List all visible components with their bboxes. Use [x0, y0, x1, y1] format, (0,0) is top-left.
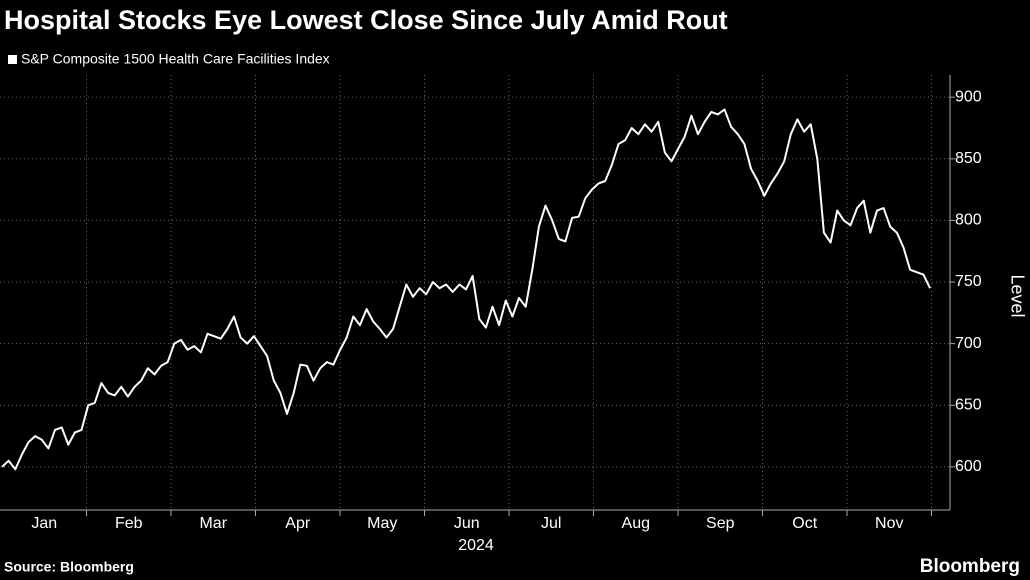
x-tick-label: Mar	[199, 515, 227, 532]
y-tick-label: 750	[955, 273, 982, 290]
y-tick-label: 800	[955, 212, 982, 229]
x-tick-label: Oct	[792, 515, 817, 532]
legend-swatch	[8, 55, 17, 64]
x-tick-label: Nov	[875, 515, 903, 532]
y-tick-label: 900	[955, 88, 982, 105]
x-tick-label: May	[367, 515, 397, 532]
brand: Bloomberg	[920, 556, 1020, 577]
legend-label: S&P Composite 1500 Health Care Facilitie…	[21, 51, 330, 67]
series-line	[1, 108, 931, 471]
y-tick-label: 700	[955, 335, 982, 352]
y-axis-title: Level	[1007, 274, 1027, 317]
x-tick-label: Feb	[115, 515, 143, 532]
chart-title: Hospital Stocks Eye Lowest Close Since J…	[4, 5, 728, 35]
x-tick-label: Jul	[541, 515, 561, 532]
x-tick-label: Jun	[454, 515, 480, 532]
x-tick-label: Sep	[706, 515, 735, 532]
source: Source: Bloomberg	[4, 559, 134, 575]
x-axis-title: 2024	[458, 537, 494, 554]
x-tick-label: Apr	[285, 515, 311, 532]
x-tick-label: Jan	[31, 515, 57, 532]
y-tick-label: 850	[955, 150, 982, 167]
y-tick-label: 600	[955, 458, 982, 475]
y-tick-label: 650	[955, 396, 982, 413]
x-tick-label: Aug	[622, 515, 650, 532]
